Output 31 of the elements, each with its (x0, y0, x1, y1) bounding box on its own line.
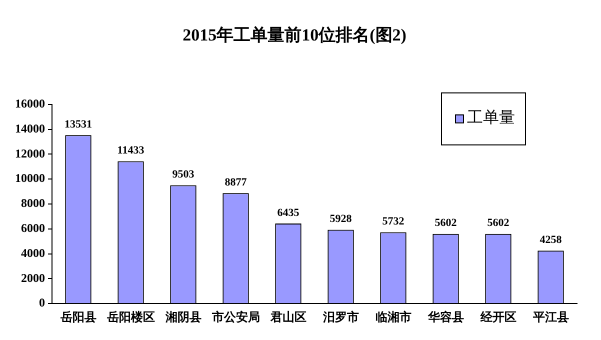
data-label: 5602 (434, 217, 458, 230)
data-label: 8877 (224, 176, 248, 188)
legend-label: 工单量 (467, 108, 515, 127)
x-tick-label: 湘阴县 (164, 310, 202, 324)
data-label: 9503 (172, 168, 195, 181)
data-label: 11433 (117, 144, 145, 157)
y-tick-label: 4000 (21, 246, 45, 260)
x-tick-label: 岳阳楼区 (106, 310, 155, 324)
data-label: 5732 (382, 216, 405, 228)
x-tick-label: 临湘市 (375, 310, 412, 324)
y-tick-label: 8000 (21, 196, 45, 210)
y-tick-label: 10000 (15, 171, 45, 186)
x-tick-label: 岳阳县 (59, 310, 96, 324)
x-tick-label: 华容县 (426, 310, 464, 324)
x-tick-label: 汨罗市 (322, 310, 359, 324)
data-label: 5602 (487, 217, 510, 230)
x-tick-label: 经开区 (479, 310, 516, 324)
y-tick-label: 14000 (15, 121, 45, 136)
data-label: 6435 (277, 206, 300, 219)
x-tick-label: 市公安局 (210, 310, 260, 324)
chart-title: 2015年工单量前10位排名(图2) (182, 26, 406, 45)
data-label: 4258 (540, 234, 562, 246)
x-tick-label: 君山区 (269, 310, 306, 324)
y-tick-label: 12000 (15, 146, 45, 160)
x-tick-label: 平江县 (532, 310, 569, 324)
data-label: 5928 (330, 213, 352, 226)
data-label: 13531 (64, 118, 92, 130)
y-tick-label: 2000 (21, 270, 45, 285)
y-tick-label: 16000 (15, 96, 45, 110)
y-tick-label: 6000 (21, 220, 45, 235)
y-tick-label: 0 (39, 296, 45, 310)
